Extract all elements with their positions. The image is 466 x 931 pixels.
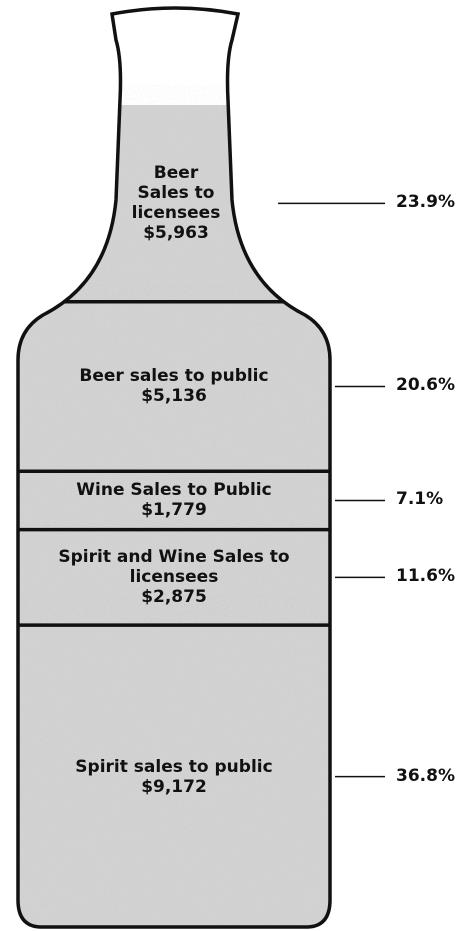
segment-name: Beer sales to public [79, 366, 268, 386]
segment-label: Beer sales to public$5,136 [22, 302, 326, 472]
share-label: 20.6% [396, 375, 455, 395]
segment-name: Wine Sales to Public [76, 480, 271, 500]
segment-name: Beer Sales to licensees [131, 163, 221, 223]
share-label: 36.8% [396, 766, 455, 786]
segment-label: Spirit and Wine Sales to licensees$2,875 [22, 530, 326, 625]
share-label: 11.6% [396, 566, 455, 586]
segment-value: $1,779 [141, 500, 207, 520]
share-label: 7.1% [396, 489, 443, 509]
segment-value: $2,875 [141, 587, 207, 607]
segment-name: Spirit sales to public [75, 757, 272, 777]
chart: Beer Sales to licensees$5,963 23.9% Beer s… [0, 0, 466, 931]
segment-label: Wine Sales to Public$1,779 [22, 471, 326, 529]
segment-value: $5,136 [141, 386, 207, 406]
segment-label: Beer Sales to licensees$5,963 [124, 105, 228, 302]
share-label: 23.9% [396, 192, 455, 212]
segment-name: Spirit and Wine Sales to licensees [22, 547, 326, 587]
segment-label: Spirit sales to public$9,172 [22, 625, 326, 928]
segment-value: $9,172 [141, 777, 207, 797]
segment-value: $5,963 [143, 223, 209, 243]
